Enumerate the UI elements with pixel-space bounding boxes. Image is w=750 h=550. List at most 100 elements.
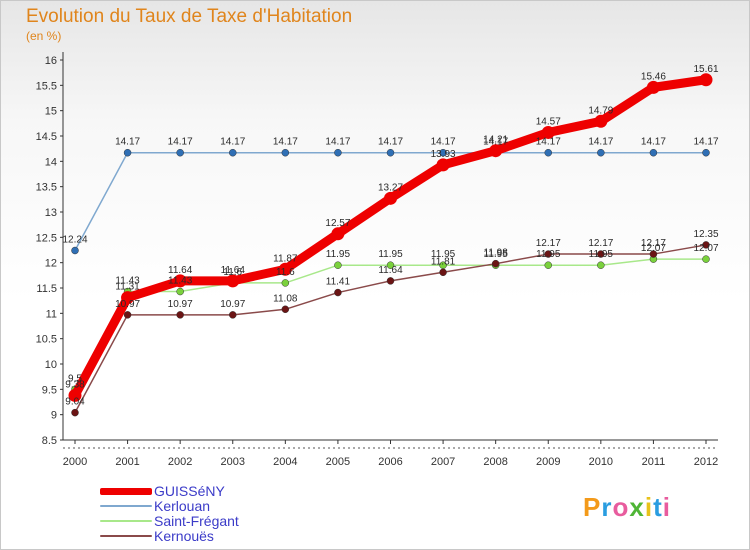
data-point-guiss-ny (699, 73, 713, 87)
data-label-saint-fr-gant: 11.43 (168, 276, 193, 287)
data-label-kernou-s: 12.17 (588, 238, 613, 249)
data-point-guiss-ny (489, 144, 503, 158)
data-point-kerlouan (649, 148, 658, 157)
data-label-saint-fr-gant: 12.07 (641, 243, 666, 254)
x-tick-label: 2004 (273, 456, 297, 468)
logo-letter: x (629, 492, 645, 522)
data-label-saint-fr-gant: 11.6 (276, 267, 295, 278)
y-tick-label: 12.5 (36, 232, 57, 244)
data-label-saint-fr-gant: 11.95 (431, 249, 456, 260)
data-label-kernou-s: 11.81 (431, 256, 456, 267)
data-label-guiss-ny: 11.64 (221, 265, 246, 276)
data-label-kernou-s: 9.04 (65, 397, 85, 408)
data-point-kernou-s (71, 408, 79, 417)
legend-label-kernoues: Kernouës (154, 528, 214, 544)
data-point-kernou-s (702, 241, 710, 249)
data-label-kernou-s: 11.98 (484, 248, 509, 259)
data-point-guiss-ny (384, 191, 397, 205)
data-point-kerlouan (544, 148, 552, 157)
x-tick-label: 2011 (642, 456, 666, 468)
data-label-saint-fr-gant: 11.95 (589, 249, 614, 260)
data-point-saint-fr-gant (702, 255, 710, 263)
proxiti-logo: Proxiti (583, 492, 671, 523)
data-point-guiss-ny (121, 291, 135, 305)
data-point-kernou-s (649, 250, 658, 258)
data-label-saint-fr-gant: 11.95 (378, 249, 403, 260)
legend-swatch-kerlouan (100, 505, 152, 507)
data-point-guiss-ny (226, 274, 240, 288)
y-tick-label: 11.5 (36, 283, 57, 295)
data-point-kernou-s (491, 259, 500, 268)
data-label-guiss-ny: 15.46 (641, 71, 666, 82)
y-tick-label: 10.5 (36, 334, 57, 346)
data-point-kerlouan (176, 148, 184, 157)
data-label-kerlouan: 14.17 (693, 137, 718, 148)
data-label-kerlouan: 14.17 (220, 137, 245, 148)
legend-swatch-kernoues (100, 535, 152, 537)
legend-label-kerlouan: Kerlouan (154, 498, 211, 514)
data-label-guiss-ny: 11.31 (115, 282, 140, 293)
legend-swatch-guisseny (100, 488, 152, 495)
x-tick-label: 2009 (536, 456, 560, 468)
x-tick-label: 2000 (63, 456, 87, 468)
data-point-guiss-ny (331, 227, 345, 241)
data-point-guiss-ny (541, 125, 555, 139)
data-label-guiss-ny: 11.87 (273, 253, 298, 264)
y-tick-label: 14 (45, 156, 57, 168)
y-tick-label: 8.5 (42, 435, 57, 447)
x-tick-label: 2008 (483, 456, 507, 468)
y-tick-label: 12 (45, 258, 57, 270)
y-tick-label: 14.5 (36, 131, 57, 143)
chart-subtitle: (en %) (26, 29, 62, 43)
data-point-kernou-s (334, 288, 342, 297)
data-point-kernou-s (229, 311, 237, 319)
data-label-kerlouan: 14.17 (641, 137, 666, 148)
data-point-guiss-ny (173, 274, 187, 288)
data-point-saint-fr-gant (544, 261, 552, 269)
x-tick-label: 2010 (589, 456, 613, 468)
legend-label-saint-fregant: Saint-Frégant (154, 513, 239, 529)
data-label-guiss-ny: 11.64 (168, 265, 193, 276)
data-point-saint-fr-gant (597, 261, 605, 269)
data-point-kernou-s (386, 277, 395, 285)
y-tick-label: 15 (45, 106, 57, 118)
data-label-kerlouan: 14.17 (588, 137, 613, 148)
data-label-guiss-ny: 14.21 (483, 135, 508, 146)
data-point-kernou-s (439, 268, 447, 277)
y-tick-label: 11 (46, 308, 57, 320)
data-label-kernou-s: 11.64 (378, 265, 403, 276)
data-label-guiss-ny: 15.61 (693, 64, 718, 75)
x-tick-label: 2012 (694, 456, 718, 468)
data-point-kerlouan (597, 148, 605, 157)
data-point-kernou-s (597, 250, 605, 258)
data-point-kerlouan (334, 148, 342, 157)
data-label-saint-fr-gant: 12.07 (693, 243, 718, 254)
y-tick-label: 13 (45, 207, 57, 219)
data-point-kerlouan (439, 148, 447, 157)
data-label-kernou-s: 11.08 (273, 293, 298, 304)
data-label-saint-fr-gant: 11.43 (115, 276, 140, 287)
data-label-saint-fr-gant: 9.5 (68, 373, 82, 384)
data-point-saint-fr-gant (334, 261, 342, 269)
data-point-kerlouan (229, 148, 237, 157)
data-point-guiss-ny (646, 80, 660, 94)
x-tick-label: 2002 (168, 456, 192, 468)
y-tick-label: 9.5 (42, 384, 57, 396)
y-tick-label: 16 (45, 55, 57, 67)
data-label-guiss-ny: 14.79 (588, 105, 613, 116)
data-label-saint-fr-gant: 11.95 (484, 249, 509, 260)
data-label-saint-fr-gant: 11.6 (223, 267, 242, 278)
x-tick-label: 2007 (431, 456, 455, 468)
data-label-kerlouan: 14.17 (483, 137, 508, 148)
data-label-guiss-ny: 13.93 (431, 149, 456, 160)
data-point-guiss-ny (594, 114, 608, 128)
data-label-kerlouan: 14.17 (325, 137, 350, 148)
data-point-kerlouan (281, 148, 290, 157)
data-point-saint-fr-gant (281, 279, 290, 287)
data-point-guiss-ny (278, 262, 292, 276)
data-label-kerlouan: 14.17 (431, 137, 456, 148)
data-label-kernou-s: 12.17 (641, 238, 666, 249)
data-point-kerlouan (702, 148, 710, 157)
data-label-saint-fr-gant: 11.95 (326, 249, 351, 260)
